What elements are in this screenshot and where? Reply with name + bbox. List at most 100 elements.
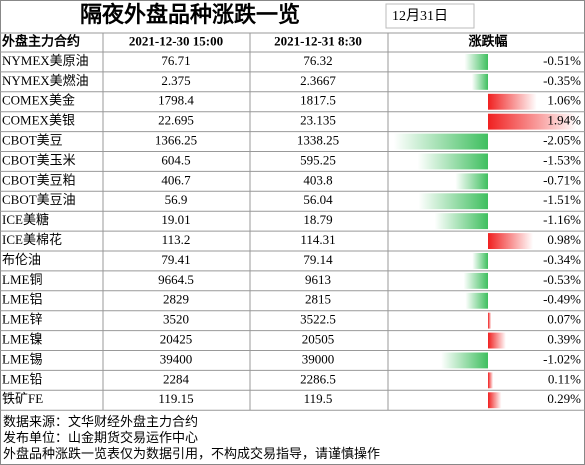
price-prev: 19.01: [161, 212, 190, 227]
price-curr: 2286.5: [300, 371, 336, 386]
change-label: 0.29%: [547, 391, 581, 406]
price-curr: 403.8: [303, 172, 332, 187]
change-label: -0.51%: [543, 53, 581, 68]
footer-note: 数据来源：文华财经外盘主力合约: [3, 414, 198, 429]
footer-note: 发布单位：山金期货交易运作中心: [3, 430, 198, 445]
change-label: -0.53%: [543, 272, 581, 287]
date-box: [385, 3, 475, 29]
contract-name: CBOT美玉米: [2, 152, 76, 167]
decline-bar: [418, 193, 488, 210]
price-prev: 9664.5: [158, 272, 194, 287]
change-label: -0.49%: [543, 292, 581, 307]
decline-bar: [464, 54, 488, 70]
price-curr: 2.3667: [300, 73, 336, 88]
price-prev: 76.71: [161, 53, 190, 68]
decline-bar: [472, 253, 488, 269]
contract-name: COMEX美金: [2, 93, 75, 108]
contract-name: LME铅: [2, 371, 42, 386]
price-curr: 114.31: [300, 232, 335, 247]
contract-name: ICE美棉花: [2, 232, 62, 247]
price-curr: 20505: [302, 332, 335, 347]
contract-name: NYMEX美燃油: [2, 73, 89, 88]
price-prev: 56.9: [165, 192, 188, 207]
column-header: 涨跌幅: [467, 33, 507, 48]
price-curr: 56.04: [303, 192, 333, 207]
change-label: -0.34%: [543, 252, 581, 267]
price-prev: 39400: [160, 351, 193, 366]
price-curr: 18.79: [303, 212, 332, 227]
rise-bar: [488, 372, 494, 389]
contract-name: LME铝: [2, 292, 42, 307]
contract-name: LME锡: [2, 351, 42, 366]
price-curr: 2815: [305, 292, 331, 307]
rise-bar: [488, 392, 502, 409]
contract-name: LME镍: [2, 332, 42, 347]
change-label: -2.05%: [543, 133, 581, 148]
price-curr: 79.14: [303, 252, 333, 267]
contract-name: 铁矿FE: [2, 391, 43, 406]
change-label: -1.53%: [543, 152, 581, 167]
change-label: -1.16%: [543, 212, 581, 227]
contract-name: NYMEX美原油: [2, 53, 89, 68]
contract-name: COMEX美银: [2, 113, 75, 128]
footer-note: 外盘品种涨跌一览表仅为数据引用，不构成交易指导，请谨慎操作: [3, 446, 380, 461]
price-prev: 406.7: [161, 172, 191, 187]
price-curr: 39000: [302, 351, 335, 366]
decline-bar: [465, 292, 488, 309]
rise-bar: [488, 312, 492, 329]
rise-bar: [488, 233, 534, 249]
change-label: 0.11%: [548, 371, 581, 386]
price-prev: 79.41: [161, 252, 190, 267]
price-curr: 3522.5: [300, 312, 336, 327]
price-prev: 22.695: [158, 113, 194, 128]
change-label: -1.51%: [543, 192, 581, 207]
price-curr: 119.5: [304, 391, 333, 406]
price-curr: 1817.5: [300, 93, 336, 108]
price-prev: 119.15: [158, 391, 193, 406]
price-prev: 113.2: [162, 232, 191, 247]
contract-name: 布伦油: [2, 252, 41, 267]
price-curr: 9613: [305, 272, 331, 287]
contract-name: CBOT美豆粕: [2, 172, 76, 187]
change-label: 0.39%: [547, 332, 581, 347]
change-label: 0.98%: [547, 232, 581, 247]
contract-name: ICE美糖: [2, 212, 49, 227]
change-label: 1.06%: [547, 93, 581, 108]
decline-bar: [417, 153, 488, 170]
price-curr: 23.135: [300, 113, 336, 128]
price-prev: 3520: [163, 312, 189, 327]
rise-bar: [488, 113, 578, 130]
change-label: -0.35%: [543, 73, 581, 88]
contract-name: CBOT美豆油: [2, 192, 76, 207]
decline-bar: [471, 73, 488, 90]
decline-bar: [393, 133, 488, 150]
price-prev: 2.375: [161, 73, 190, 88]
column-header: 2021-12-31 8:30: [274, 33, 362, 48]
decline-bar: [434, 213, 488, 230]
decline-bar: [455, 173, 488, 190]
rise-bar: [488, 332, 506, 349]
price-prev: 1798.4: [158, 93, 194, 108]
contract-name: LME锌: [2, 312, 42, 327]
price-prev: 604.5: [161, 152, 190, 167]
contract-name: LME铜: [2, 272, 42, 287]
column-header: 外盘主力合约: [1, 33, 80, 48]
change-label: 0.07%: [547, 312, 581, 327]
change-label: -1.02%: [543, 351, 581, 366]
decline-bar: [441, 352, 488, 369]
contract-name: CBOT美豆: [2, 133, 63, 148]
column-header: 2021-12-30 15:00: [129, 33, 223, 48]
change-label: 1.94%: [547, 113, 581, 128]
price-prev: 1366.25: [155, 133, 197, 148]
price-curr: 595.25: [300, 152, 336, 167]
rise-bar: [488, 93, 537, 110]
change-label: -0.71%: [543, 172, 581, 187]
price-prev: 2284: [163, 371, 190, 386]
decline-bar: [463, 272, 488, 289]
price-curr: 76.32: [303, 53, 332, 68]
title: 隔夜外盘品种涨跌一览: [80, 2, 300, 27]
price-curr: 1338.25: [297, 133, 339, 148]
date: 12月31日: [392, 8, 448, 24]
price-prev: 2829: [163, 292, 189, 307]
